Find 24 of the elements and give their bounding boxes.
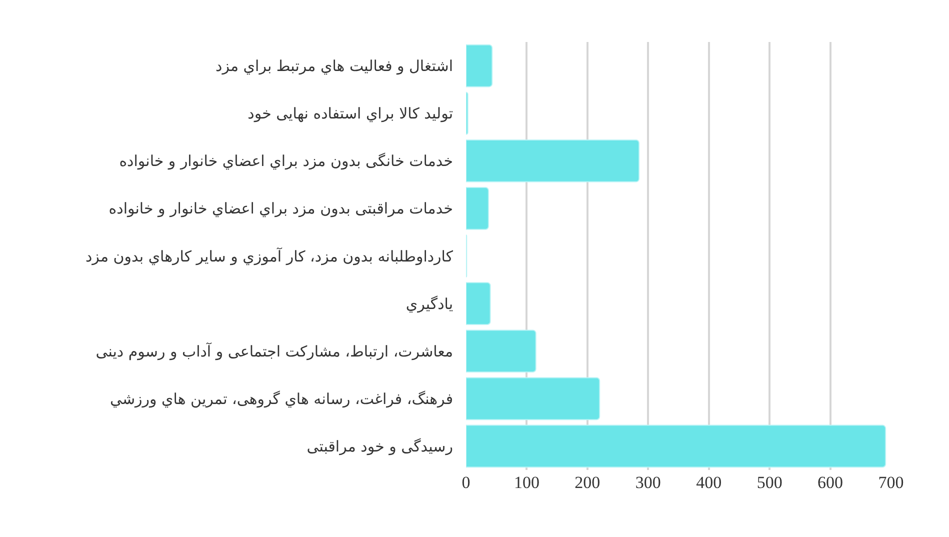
y-tick-label: معاشرت، ارتباط، مشارکت اجتماعی و آداب و رسوم دینی [96,341,453,360]
bar [466,187,489,230]
y-tick-label: تولید کالا براي استفاده نهایی خود [248,104,453,123]
bar [466,424,886,468]
y-tick-label: اشتغال و فعالیت هاي مرتبط براي مزد [216,57,453,76]
x-tick-label: 600 [818,473,844,492]
x-tick-label: 200 [574,473,600,492]
y-tick-label: خدمات مراقبتی بدون مزد براي اعضاي خانوار و خانواده [108,200,453,218]
x-tick-label: 0 [462,473,470,492]
x-tick-label: 500 [756,473,782,492]
x-tick-label: 100 [514,473,540,492]
x-tick-label: 400 [696,473,722,492]
bar [466,330,536,373]
y-tick-label: رسیدگی و خود مراقبتی [306,437,453,456]
x-tick-label: 700 [878,473,904,492]
y-tick-label: خدمات خانگی بدون مزد براي اعضاي خانوار و خانواده [119,152,453,170]
x-tick-label: 300 [635,473,661,492]
y-tick-label: فرهنگ، فراغت، رسانه هاي گروهی، تمرین هاي ورزشي [110,390,453,408]
y-tick-label: کارداوطلبانه بدون مزد، کار آموزي و سایر کارهاي بدون مزد [85,246,454,266]
bar [466,377,600,420]
bar [466,139,640,182]
bar [466,282,491,325]
y-tick-label: يادگيري [406,294,453,313]
bar [466,44,493,88]
